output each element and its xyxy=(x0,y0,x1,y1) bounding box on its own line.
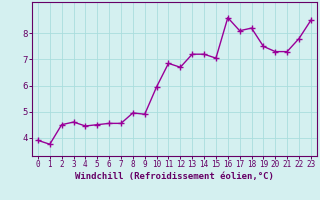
X-axis label: Windchill (Refroidissement éolien,°C): Windchill (Refroidissement éolien,°C) xyxy=(75,172,274,181)
